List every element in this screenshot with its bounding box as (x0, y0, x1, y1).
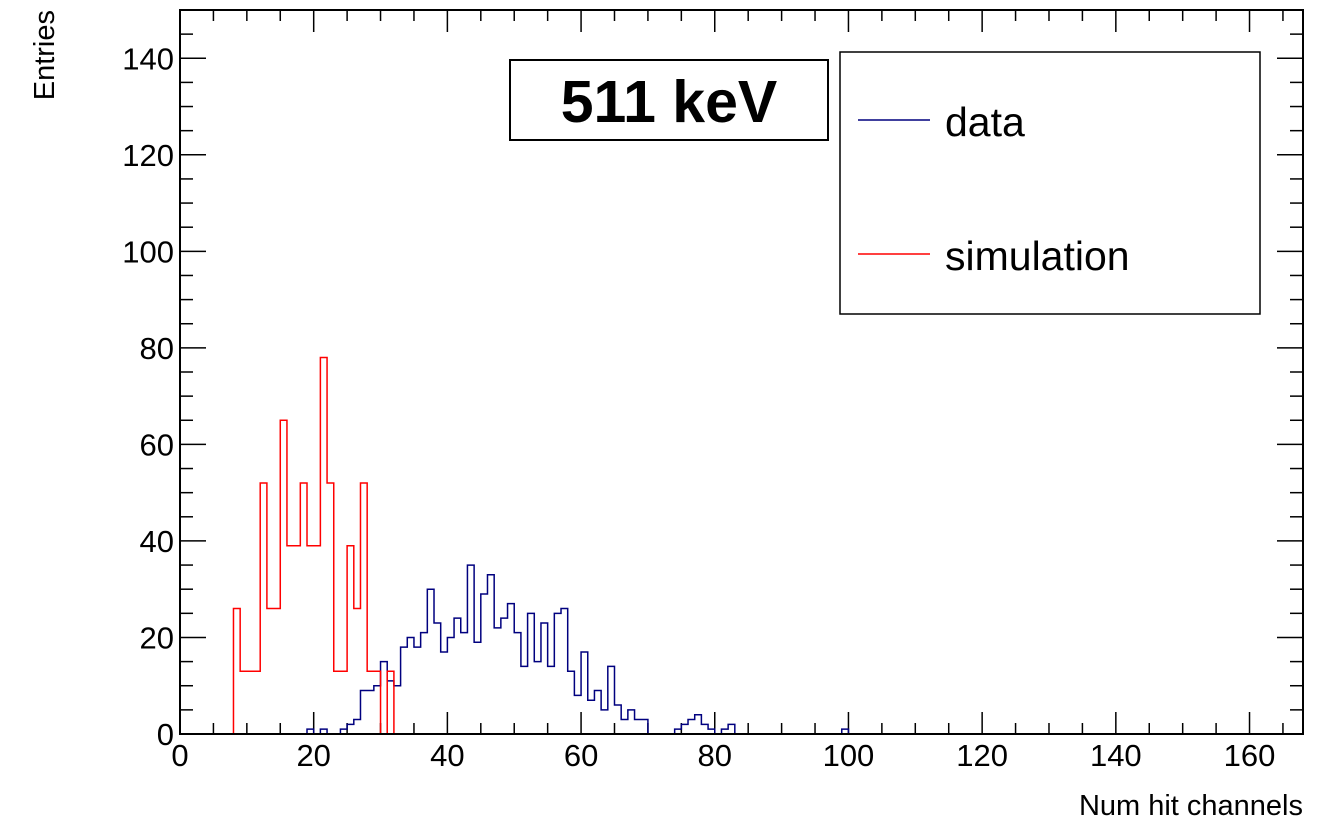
legend: data simulation (839, 51, 1261, 315)
legend-label-data: data (945, 99, 1025, 145)
y-tick-label: 120 (122, 138, 174, 173)
annotation-box (509, 59, 829, 141)
x-axis-title: Num hit channels (1079, 790, 1303, 822)
y-axis-title: Entries (29, 10, 61, 100)
energy-annotation: 511 keV (509, 59, 829, 141)
histogram-series (180, 356, 1303, 735)
series-step-data (180, 564, 1303, 735)
x-tick-label: 120 (956, 738, 1008, 773)
x-tick-label: 80 (698, 738, 732, 773)
annotation-text: 511 keV (561, 69, 778, 135)
plot-frame (179, 9, 1304, 735)
x-tick-label: 60 (564, 738, 598, 773)
y-tick-label: 60 (140, 427, 174, 462)
x-tick-label: 0 (171, 738, 188, 773)
legend-box (839, 51, 1261, 315)
x-tick-label: 160 (1224, 738, 1276, 773)
y-tick-label: 80 (140, 331, 174, 366)
x-tick-label: 140 (1090, 738, 1142, 773)
y-tick-label: 140 (122, 41, 174, 76)
series-step-simulation (180, 356, 1303, 735)
x-tick-label: 20 (296, 738, 330, 773)
y-tick-label: 0 (157, 717, 174, 752)
tick-labels: 0 20 40 60 80 100 120 140 160 0 20 40 60 80 100 120 140 (122, 41, 1275, 773)
y-tick-label: 100 (122, 234, 174, 269)
x-tick-label: 100 (823, 738, 875, 773)
y-tick-label: 20 (140, 620, 174, 655)
x-tick-label: 40 (430, 738, 464, 773)
y-tick-label: 40 (140, 524, 174, 559)
legend-label-simulation: simulation (945, 233, 1130, 279)
